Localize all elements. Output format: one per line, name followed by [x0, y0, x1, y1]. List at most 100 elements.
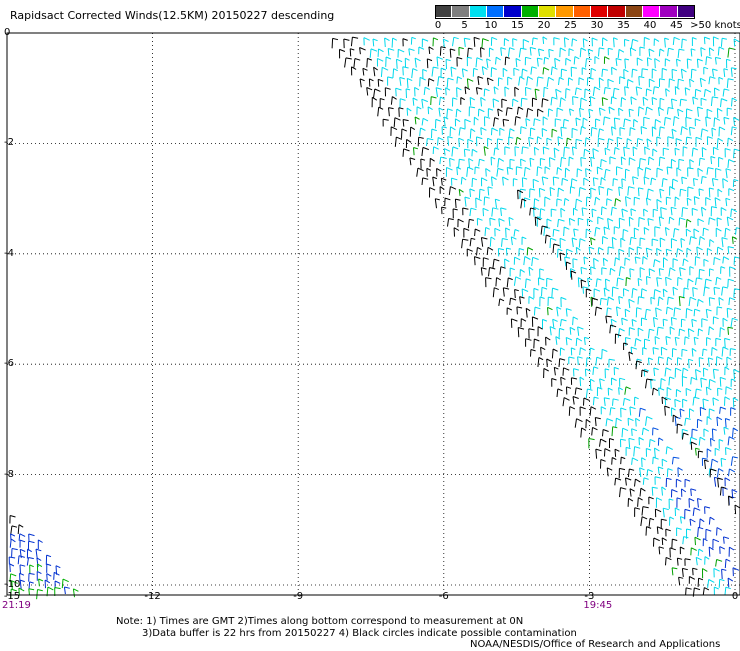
- wind-barb: [486, 278, 492, 288]
- wind-barb: [574, 369, 579, 377]
- wind-barb: [601, 178, 606, 186]
- wind-barb: [479, 189, 484, 199]
- wind-barb: [732, 98, 737, 106]
- wind-barb: [440, 47, 445, 56]
- wind-barb: [547, 278, 553, 286]
- wind-barb: [684, 288, 689, 298]
- wind-barb: [391, 127, 397, 136]
- wind-barb: [476, 88, 482, 95]
- wind-barb: [602, 98, 607, 106]
- wind-barb: [628, 469, 634, 477]
- wind-barb: [719, 77, 723, 84]
- time-label: 21:19: [2, 601, 31, 611]
- wind-barb: [464, 149, 470, 157]
- wind-barb: [703, 539, 707, 547]
- wind-barb: [705, 460, 709, 469]
- wind-barb: [619, 187, 623, 196]
- wind-barb: [731, 318, 738, 327]
- wind-barb: [730, 267, 736, 277]
- wind-barb: [625, 87, 629, 96]
- wind-barb: [677, 249, 683, 258]
- wind-barb: [628, 187, 635, 196]
- wind-barb: [685, 337, 690, 345]
- wind-barb: [591, 127, 597, 136]
- wind-barb: [733, 180, 738, 188]
- wind-barb: [422, 99, 428, 108]
- wind-barb: [715, 198, 720, 207]
- wind-barb: [707, 417, 712, 425]
- wind-barb: [590, 97, 595, 107]
- wind-barb: [658, 357, 663, 365]
- wind-barb: [680, 517, 684, 524]
- wind-barb: [482, 67, 487, 75]
- wind-barb: [722, 238, 728, 248]
- wind-barb: [680, 189, 686, 196]
- wind-barb: [585, 369, 590, 376]
- wind-barb: [733, 568, 739, 576]
- wind-barb: [600, 379, 605, 388]
- wind-barb: [667, 108, 673, 115]
- wind-barb: [709, 48, 714, 56]
- wind-barb: [498, 158, 504, 167]
- wind-barb: [723, 179, 728, 189]
- wind-barb: [716, 228, 721, 237]
- wind-barb: [544, 87, 549, 97]
- wind-barb: [639, 218, 645, 227]
- wind-barb: [402, 129, 407, 139]
- wind-barb: [537, 58, 542, 66]
- wind-barb: [332, 38, 338, 48]
- wind-barb: [397, 59, 403, 69]
- wind-barb: [458, 219, 464, 227]
- legend-label: 15: [511, 21, 524, 31]
- wind-barb: [636, 418, 640, 426]
- wind-barb: [514, 277, 521, 286]
- wind-barb: [619, 108, 624, 116]
- wind-barb: [477, 218, 482, 225]
- wind-barb: [626, 197, 631, 207]
- wind-barb: [462, 69, 467, 78]
- wind-barb: [647, 277, 651, 285]
- wind-barb: [706, 309, 711, 318]
- wind-barb: [636, 87, 642, 96]
- wind-barb: [581, 267, 587, 274]
- wind-barb: [511, 319, 517, 328]
- wind-barb: [538, 358, 543, 367]
- wind-barb: [709, 517, 714, 524]
- wind-barb: [709, 379, 716, 387]
- wind-barb: [403, 67, 409, 76]
- legend-label: 20: [538, 21, 551, 31]
- wind-barb: [667, 469, 672, 477]
- wind-barb: [665, 59, 670, 67]
- wind-barb: [592, 427, 598, 435]
- wind-barb: [9, 557, 15, 564]
- wind-barb: [388, 77, 393, 86]
- wind-barb: [580, 98, 586, 108]
- wind-barb: [646, 527, 651, 536]
- wind-barb: [640, 468, 645, 477]
- wind-barb: [677, 424, 682, 434]
- wind-barb: [468, 139, 473, 148]
- wind-barb: [625, 258, 630, 266]
- wind-barb: [713, 369, 718, 379]
- wind-barb: [521, 199, 526, 208]
- wind-barb: [560, 348, 564, 356]
- wind-barb: [627, 80, 633, 87]
- wind-barb: [718, 388, 723, 396]
- wind-barb: [651, 178, 656, 185]
- wind-barb: [521, 98, 527, 107]
- wind-barb: [724, 69, 728, 77]
- wind-barb: [620, 378, 626, 387]
- wind-barb: [706, 198, 711, 206]
- wind-barb: [530, 128, 535, 136]
- wind-barb: [430, 158, 435, 167]
- wind-barb: [539, 49, 545, 56]
- wind-barb: [618, 329, 624, 338]
- wind-barb: [581, 158, 586, 167]
- wind-barb: [721, 208, 726, 216]
- wind-barb: [525, 279, 530, 288]
- wind-barb: [711, 157, 715, 165]
- wind-barb: [600, 439, 607, 447]
- wind-barb: [578, 357, 583, 365]
- wind-barb: [707, 248, 711, 255]
- wind-barb: [502, 239, 508, 247]
